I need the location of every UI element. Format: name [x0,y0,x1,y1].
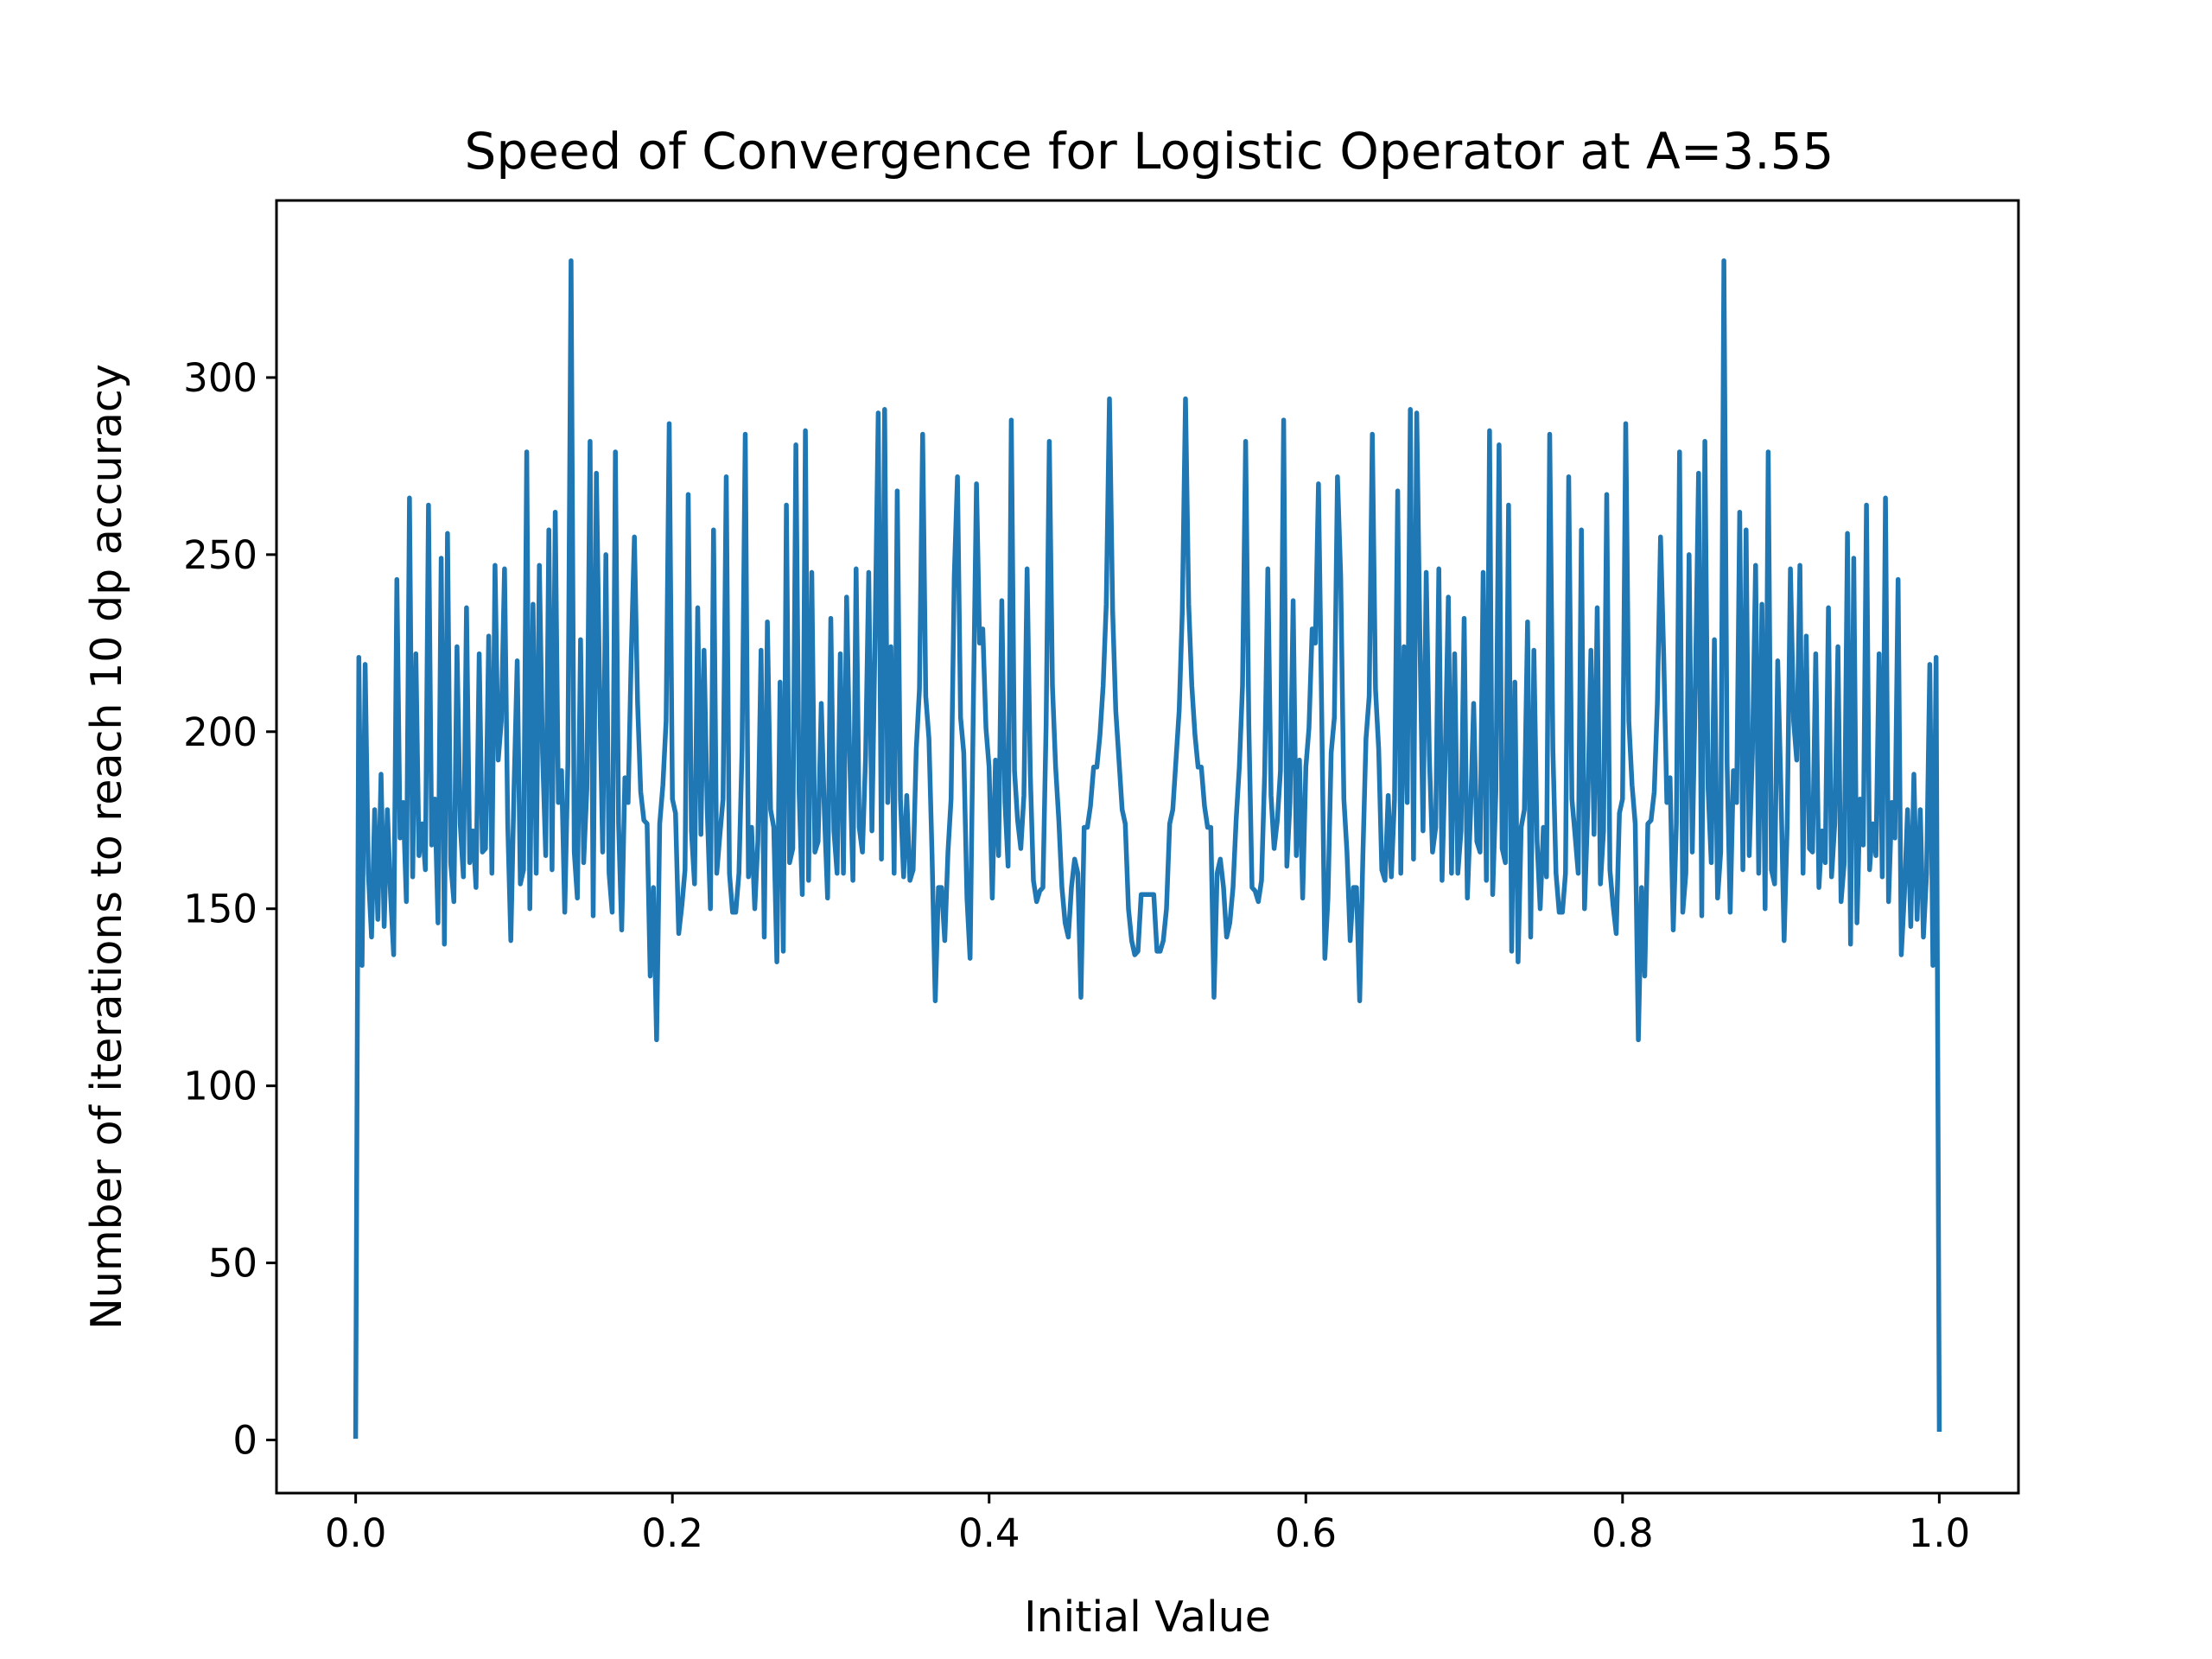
x-axis-label: Initial Value [1024,1592,1271,1642]
y-tick-label: 250 [183,532,257,578]
chart-title: Speed of Convergence for Logistic Operat… [465,122,1834,181]
x-tick-label: 1.0 [1909,1510,1971,1556]
y-tick-label: 150 [183,887,257,932]
x-tick-label: 0.0 [325,1510,387,1556]
x-tick-label: 0.2 [641,1510,703,1556]
y-tick-label: 100 [183,1064,257,1109]
y-tick-label: 300 [183,355,257,401]
plot-area [275,199,2020,1495]
x-axis: 0.0 0.2 0.4 0.6 0.8 1.0 [325,1493,1970,1556]
x-tick-label: 0.6 [1274,1510,1337,1556]
plot-frame [275,199,2020,1495]
y-axis: 0 50 100 150 200 250 300 [183,355,276,1464]
x-tick-label: 0.4 [958,1510,1020,1556]
y-tick-label: 50 [208,1241,257,1287]
y-axis-label: Number of iterations to reach 10 dp accu… [82,364,131,1330]
y-tick-label: 0 [232,1418,257,1464]
x-tick-label: 0.8 [1592,1510,1654,1556]
series-line [353,257,1942,1440]
y-tick-label: 200 [183,709,257,755]
